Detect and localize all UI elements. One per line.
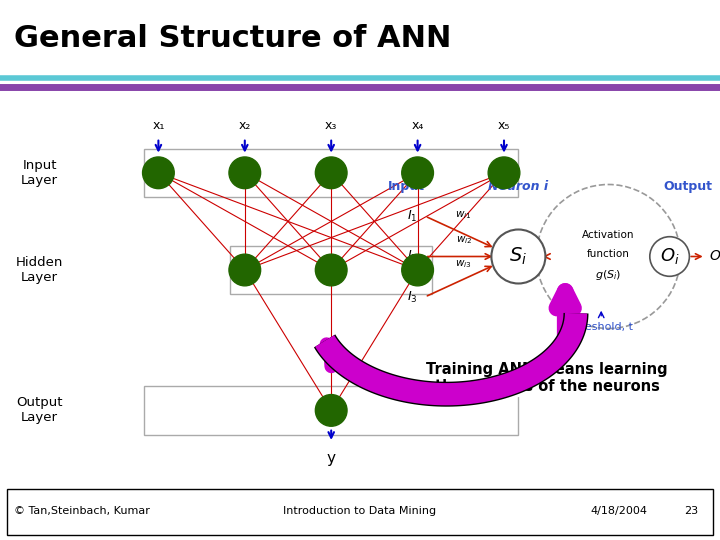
Text: $O_i$: $O_i$	[709, 248, 720, 265]
Ellipse shape	[536, 185, 680, 328]
Text: $w_{i3}$: $w_{i3}$	[455, 258, 472, 270]
FancyBboxPatch shape	[144, 148, 518, 197]
Text: function: function	[587, 249, 630, 259]
Text: Input: Input	[388, 180, 426, 193]
Text: Activation: Activation	[582, 230, 634, 240]
Text: x₂: x₂	[238, 119, 251, 132]
Text: y: y	[327, 451, 336, 466]
Text: General Structure of ANN: General Structure of ANN	[14, 24, 451, 53]
Text: x₃: x₃	[325, 119, 338, 132]
Ellipse shape	[402, 254, 433, 286]
Text: $O_i$: $O_i$	[660, 246, 680, 267]
Ellipse shape	[491, 230, 546, 284]
Text: Input
Layer: Input Layer	[21, 159, 58, 187]
Text: $I_3$: $I_3$	[407, 289, 418, 305]
FancyBboxPatch shape	[144, 386, 518, 435]
Text: x₄: x₄	[411, 119, 424, 132]
Text: © Tan,Steinbach, Kumar: © Tan,Steinbach, Kumar	[14, 507, 150, 516]
Text: Output
Layer: Output Layer	[17, 396, 63, 424]
Ellipse shape	[143, 157, 174, 188]
Text: $S_i$: $S_i$	[509, 246, 528, 267]
Text: $w_{i2}$: $w_{i2}$	[456, 234, 472, 246]
FancyBboxPatch shape	[230, 246, 432, 294]
Text: $I_1$: $I_1$	[407, 208, 417, 224]
Text: x₅: x₅	[498, 119, 510, 132]
Text: 23: 23	[684, 507, 698, 516]
Text: Output: Output	[663, 180, 712, 193]
Text: $I_2$: $I_2$	[407, 249, 417, 264]
Ellipse shape	[229, 157, 261, 188]
Text: Neuron i: Neuron i	[488, 180, 549, 193]
Text: Training ANN means learning
the weights of the neurons: Training ANN means learning the weights …	[426, 362, 668, 394]
Text: threshold, t: threshold, t	[570, 322, 633, 332]
Ellipse shape	[229, 254, 261, 286]
Text: Introduction to Data Mining: Introduction to Data Mining	[284, 507, 436, 516]
Text: Hidden
Layer: Hidden Layer	[16, 256, 63, 284]
Ellipse shape	[402, 157, 433, 188]
Text: $w_{i1}$: $w_{i1}$	[456, 210, 472, 221]
Ellipse shape	[315, 395, 347, 426]
FancyBboxPatch shape	[7, 489, 713, 535]
Ellipse shape	[488, 157, 520, 188]
Text: $g(S_i)$: $g(S_i)$	[595, 268, 621, 282]
Ellipse shape	[649, 237, 689, 276]
Text: x₁: x₁	[152, 119, 165, 132]
Ellipse shape	[315, 157, 347, 188]
Ellipse shape	[315, 254, 347, 286]
Text: 4/18/2004: 4/18/2004	[590, 507, 647, 516]
